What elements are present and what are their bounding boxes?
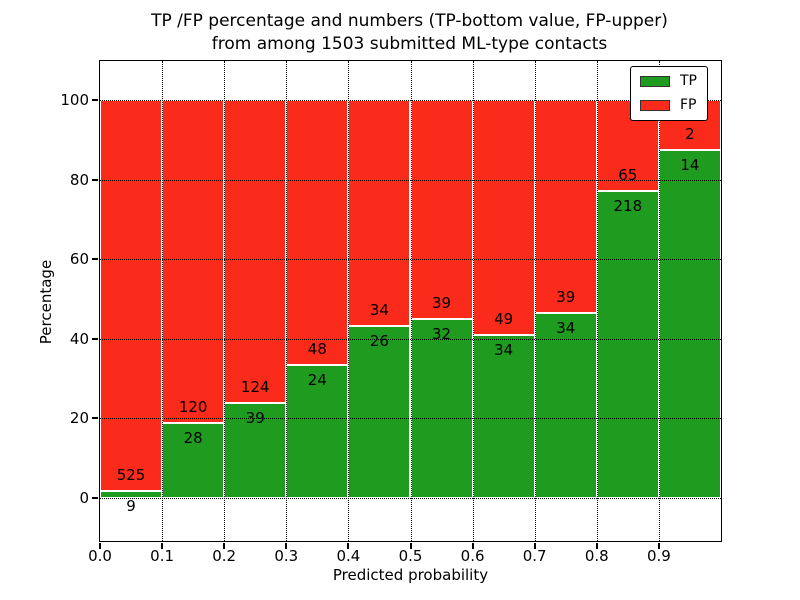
bar-segment-tp bbox=[286, 365, 349, 498]
x-tick-label: 0.7 bbox=[522, 547, 547, 565]
x-tick-label: 0.5 bbox=[398, 547, 423, 565]
grid-line-x bbox=[224, 61, 226, 541]
bar-label-fp: 2 bbox=[685, 124, 695, 143]
legend-swatch-fp bbox=[640, 100, 670, 111]
bar-segment-fp bbox=[534, 100, 597, 313]
y-tick-mark bbox=[92, 417, 98, 420]
y-tick-mark bbox=[92, 258, 98, 261]
bar-segment-fp bbox=[286, 100, 349, 366]
bar-label-fp: 39 bbox=[432, 293, 452, 312]
x-axis-label: Predicted probability bbox=[332, 566, 489, 584]
bar-label-tp: 28 bbox=[183, 428, 203, 447]
x-tick-mark bbox=[595, 543, 598, 549]
bar-segment-tp bbox=[162, 422, 225, 498]
y-tick-mark bbox=[92, 178, 98, 181]
legend-item-fp: FP bbox=[640, 98, 697, 113]
bar-segment-tp bbox=[410, 318, 473, 498]
grid-line-x bbox=[534, 61, 536, 541]
bar-label-fp: 49 bbox=[494, 309, 514, 328]
bar-label-tp: 32 bbox=[432, 324, 452, 343]
bar-segment-fp bbox=[162, 100, 225, 423]
bar-label-fp: 120 bbox=[178, 397, 208, 416]
x-tick-mark bbox=[409, 543, 412, 549]
y-tick-label: 100 bbox=[60, 91, 89, 109]
x-tick-label: 0.6 bbox=[460, 547, 485, 565]
x-tick-label: 0.4 bbox=[336, 547, 361, 565]
bar-segment-fp bbox=[472, 100, 535, 335]
x-tick-mark bbox=[99, 543, 101, 549]
grid-line-x bbox=[162, 61, 164, 541]
bar-segment-tp bbox=[534, 312, 597, 498]
y-axis-label: Percentage bbox=[37, 259, 55, 345]
grid-line-x bbox=[658, 61, 660, 541]
bar-segment-tp bbox=[348, 325, 411, 498]
bar-label-fp: 48 bbox=[307, 340, 327, 359]
x-tick-label: 0.2 bbox=[212, 547, 237, 565]
plot-area: Percentage Predicted probability 525 9 120… bbox=[37, 60, 722, 584]
bar-label-tp: 26 bbox=[369, 331, 389, 350]
bar-label-fp: 39 bbox=[556, 287, 576, 306]
x-tick-mark bbox=[471, 543, 474, 549]
bar-segment-tp bbox=[658, 149, 721, 498]
bar-label-tp: 24 bbox=[307, 371, 327, 390]
bar-segment-fp bbox=[348, 100, 411, 326]
x-tick-label: 0.1 bbox=[150, 547, 175, 565]
bar-label-fp: 525 bbox=[116, 466, 146, 485]
bar-segment-fp bbox=[410, 100, 473, 319]
grid-line-x bbox=[472, 61, 474, 541]
bar-label-tp: 14 bbox=[680, 155, 700, 174]
bar-label-tp: 218 bbox=[613, 197, 643, 216]
x-tick-mark bbox=[533, 543, 536, 549]
legend-swatch-tp bbox=[640, 76, 670, 87]
grid-line-x bbox=[286, 61, 288, 541]
y-tick-label: 0 bbox=[79, 489, 89, 507]
legend-item-tp: TP bbox=[640, 74, 697, 89]
x-tick-label: 0.8 bbox=[584, 547, 609, 565]
x-tick-label: 0.9 bbox=[646, 547, 671, 565]
y-tick-mark bbox=[92, 497, 98, 499]
legend: TP FP bbox=[630, 66, 708, 121]
bar-segment-tp bbox=[100, 491, 163, 498]
grid-line-x bbox=[348, 61, 350, 541]
x-tick-mark bbox=[223, 543, 226, 549]
bar-segment-tp bbox=[596, 191, 659, 498]
y-tick-label: 40 bbox=[69, 329, 89, 348]
bar-label-tp: 34 bbox=[556, 318, 576, 337]
x-tick-mark bbox=[657, 543, 660, 549]
chart-title-line2: from among 1503 submitted ML-type contac… bbox=[211, 34, 608, 54]
bar-label-tp: 34 bbox=[494, 340, 514, 359]
bar-label-fp: 65 bbox=[618, 166, 638, 185]
bar-segment-fp bbox=[100, 100, 163, 492]
legend-label: TP bbox=[680, 73, 697, 89]
y-tick-label: 20 bbox=[69, 409, 89, 428]
bar-label-fp: 34 bbox=[369, 300, 389, 319]
bar-label-tp: 9 bbox=[126, 497, 136, 516]
bar-label-fp: 124 bbox=[240, 377, 270, 396]
x-tick-label: 0.0 bbox=[88, 547, 112, 565]
chart-title-line1: TP /FP percentage and numbers (TP-bottom… bbox=[151, 11, 668, 31]
bar-segment-fp bbox=[224, 100, 287, 403]
grid-line-x bbox=[596, 61, 598, 541]
x-tick-mark bbox=[161, 543, 164, 549]
bar-label-tp: 39 bbox=[245, 408, 265, 427]
legend-label: FP bbox=[680, 97, 697, 113]
grid-line-x bbox=[410, 61, 412, 541]
y-tick-mark bbox=[92, 337, 98, 340]
y-tick-label: 60 bbox=[69, 250, 89, 269]
bar-segment-tp bbox=[472, 334, 535, 498]
x-tick-mark bbox=[285, 543, 288, 549]
x-tick-mark bbox=[347, 543, 350, 549]
y-tick-label: 80 bbox=[69, 170, 89, 189]
x-tick-label: 0.3 bbox=[274, 547, 299, 565]
y-tick-mark bbox=[92, 99, 98, 101]
